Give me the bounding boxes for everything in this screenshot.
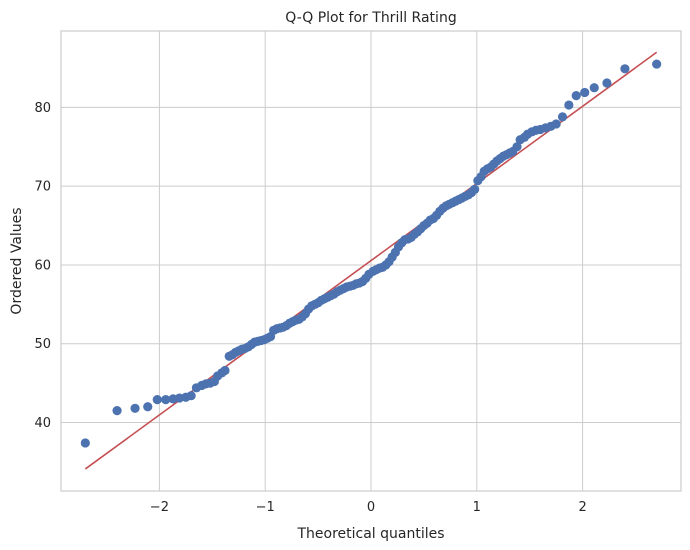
y-tick-label: 40 <box>34 416 51 431</box>
data-point <box>130 403 140 413</box>
y-axis-label: Ordered Values <box>9 207 25 314</box>
data-point <box>571 90 581 101</box>
x-tick-label: 1 <box>473 500 481 515</box>
data-point <box>602 78 612 88</box>
x-tick-label: −1 <box>256 500 275 515</box>
data-point <box>112 406 122 416</box>
y-tick-label: 50 <box>34 337 51 352</box>
x-axis-label: Theoretical quantiles <box>296 526 444 542</box>
x-tick-label: 0 <box>367 500 375 515</box>
x-tick-label: 2 <box>578 500 586 515</box>
grid-layer <box>61 31 681 491</box>
x-tick-label: −2 <box>150 500 169 515</box>
data-point <box>580 87 590 98</box>
data-point <box>161 395 171 405</box>
chart-title: Q-Q Plot for Thrill Rating <box>285 10 456 26</box>
data-point <box>564 100 574 110</box>
data-point <box>186 391 196 401</box>
points-layer <box>80 59 662 448</box>
data-point <box>152 395 162 405</box>
y-tick-labels: 40 50 60 70 80 <box>34 101 51 431</box>
data-point <box>551 119 561 129</box>
plot-frame <box>60 30 682 492</box>
y-tick-label: 80 <box>34 101 51 116</box>
data-point <box>589 83 599 93</box>
data-point <box>470 184 480 194</box>
data-point <box>557 112 568 122</box>
y-tick-label: 70 <box>34 180 51 195</box>
data-point <box>143 402 153 412</box>
data-point <box>652 59 662 69</box>
data-point <box>620 64 630 74</box>
y-tick-label: 60 <box>34 258 51 273</box>
data-point <box>220 365 230 376</box>
data-point <box>80 438 90 448</box>
data-point <box>512 142 522 152</box>
x-tick-labels: −2 −1 0 1 2 <box>150 500 587 515</box>
